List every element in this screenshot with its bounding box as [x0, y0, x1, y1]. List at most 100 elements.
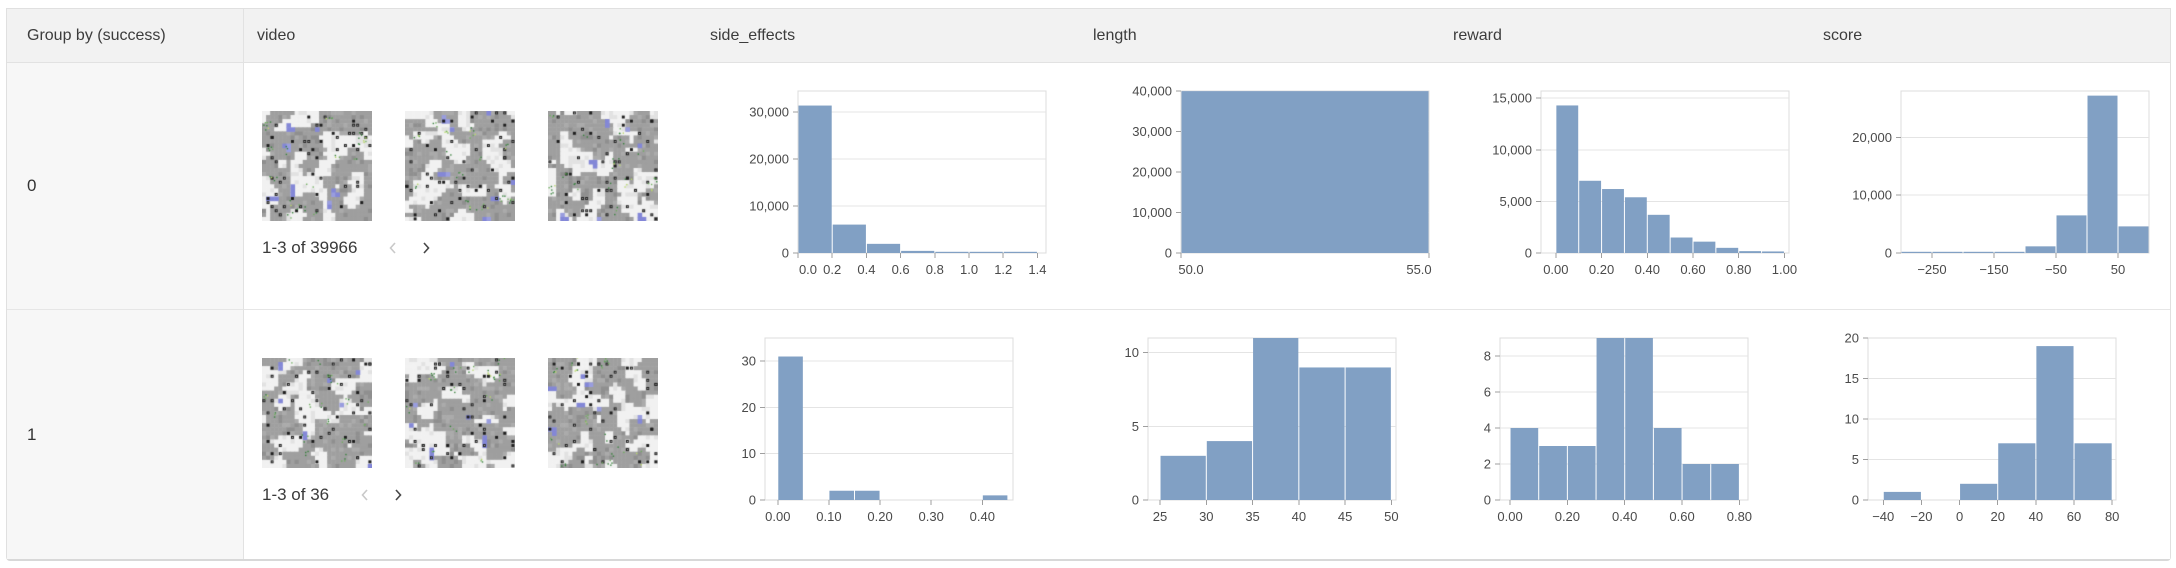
prev-page-button[interactable]: [383, 238, 403, 258]
svg-text:1.00: 1.00: [1772, 262, 1797, 277]
svg-text:0: 0: [1885, 246, 1892, 261]
group-value-cell: 1: [7, 310, 244, 559]
histogram-side-effects: 0 10 20 30 0.00 0.10 0.20 0.30 0.40: [697, 310, 1080, 559]
svg-text:20: 20: [742, 400, 756, 415]
column-header-group-by: Group by (success): [7, 9, 244, 63]
svg-text:1.2: 1.2: [994, 262, 1012, 277]
svg-text:10: 10: [1125, 345, 1139, 360]
svg-text:20,000: 20,000: [749, 152, 789, 167]
next-page-button[interactable]: [416, 238, 436, 258]
chevron-right-icon: [395, 489, 402, 501]
video-cell: 1-3 of 36: [244, 310, 697, 559]
grouped-table-panel: Group by (success) video side_effects le…: [6, 8, 2171, 561]
svg-text:1.0: 1.0: [960, 262, 978, 277]
table-grid: Group by (success) video side_effects le…: [7, 9, 2170, 559]
histogram-score: 0 10,000 20,000 −250 −150 −50 50: [1810, 63, 2170, 310]
svg-text:10,000: 10,000: [1132, 205, 1172, 220]
svg-text:0.40: 0.40: [1635, 262, 1660, 277]
svg-text:0: 0: [1956, 509, 1963, 524]
svg-text:25: 25: [1153, 509, 1167, 524]
svg-text:0.60: 0.60: [1669, 509, 1694, 524]
svg-text:30,000: 30,000: [1132, 124, 1172, 139]
histogram-length: 0 10,000 20,000 30,000 40,000 50.0 55.0: [1080, 63, 1440, 310]
svg-text:0.20: 0.20: [867, 509, 892, 524]
svg-text:0.10: 0.10: [816, 509, 841, 524]
svg-text:0.20: 0.20: [1555, 509, 1580, 524]
svg-text:−250: −250: [1917, 262, 1946, 277]
column-header-length: length: [1080, 9, 1440, 63]
svg-text:15: 15: [1845, 371, 1859, 386]
svg-text:60: 60: [2067, 509, 2081, 524]
svg-text:8: 8: [1484, 349, 1491, 364]
svg-text:0.40: 0.40: [1612, 509, 1637, 524]
prev-page-button[interactable]: [355, 485, 375, 505]
svg-text:5,000: 5,000: [1499, 194, 1532, 209]
histogram-length: 0 5 10 25 30 35 40 45 50: [1080, 310, 1440, 559]
svg-text:35: 35: [1245, 509, 1259, 524]
svg-text:4: 4: [1484, 421, 1491, 436]
svg-text:40: 40: [2029, 509, 2043, 524]
svg-text:0: 0: [1525, 246, 1532, 261]
column-header-score: score: [1810, 9, 2170, 63]
svg-text:0.60: 0.60: [1680, 262, 1705, 277]
chevron-right-icon: [423, 242, 431, 254]
video-thumbnail[interactable]: [405, 358, 515, 468]
histogram-score: 0 5 10 15 20 −40 −20 0 20 40 60 80: [1810, 310, 2170, 559]
video-thumbnail[interactable]: [405, 111, 515, 221]
svg-text:50.0: 50.0: [1178, 262, 1203, 277]
pagination-label: 1-3 of 36: [262, 485, 330, 504]
svg-text:5: 5: [1852, 452, 1859, 467]
video-cell: 1-3 of 39966: [244, 63, 697, 310]
svg-text:0.40: 0.40: [970, 509, 995, 524]
video-thumbnail[interactable]: [548, 358, 658, 468]
svg-text:80: 80: [2105, 509, 2119, 524]
svg-text:10,000: 10,000: [1852, 188, 1892, 203]
svg-text:−20: −20: [1910, 509, 1932, 524]
svg-text:0.8: 0.8: [926, 262, 944, 277]
svg-text:0.00: 0.00: [765, 509, 790, 524]
svg-text:40,000: 40,000: [1132, 84, 1172, 99]
svg-text:1.4: 1.4: [1028, 262, 1046, 277]
histogram-reward: 0 5,000 10,000 15,000 0.00 0.20 0.40 0.60 0.80 1.…: [1440, 63, 1810, 310]
video-thumbnail[interactable]: [262, 111, 372, 221]
svg-text:15,000: 15,000: [1492, 91, 1532, 106]
svg-text:10,000: 10,000: [749, 199, 789, 214]
histogram-reward: 0 2 4 6 8 0.00 0.20 0.40 0.60 0.80: [1440, 310, 1810, 559]
svg-text:55.0: 55.0: [1406, 262, 1431, 277]
svg-text:−40: −40: [1872, 509, 1894, 524]
svg-text:0.20: 0.20: [1589, 262, 1614, 277]
chevron-left-icon: [361, 489, 368, 501]
video-thumbnail[interactable]: [548, 111, 658, 221]
svg-text:10: 10: [742, 446, 756, 461]
svg-text:50: 50: [1384, 509, 1398, 524]
svg-text:−50: −50: [2045, 262, 2067, 277]
svg-text:0: 0: [1484, 493, 1491, 508]
svg-text:10: 10: [1845, 412, 1859, 427]
next-page-button[interactable]: [388, 485, 408, 505]
svg-text:2: 2: [1484, 457, 1491, 472]
svg-text:6: 6: [1484, 385, 1491, 400]
svg-text:10,000: 10,000: [1492, 142, 1532, 157]
svg-text:0.30: 0.30: [919, 509, 944, 524]
svg-text:45: 45: [1338, 509, 1352, 524]
svg-text:40: 40: [1292, 509, 1306, 524]
column-header-side-effects: side_effects: [697, 9, 1080, 63]
svg-text:−150: −150: [1979, 262, 2008, 277]
chevron-left-icon: [389, 242, 397, 254]
svg-text:0.80: 0.80: [1727, 509, 1752, 524]
svg-text:20: 20: [1990, 509, 2004, 524]
svg-text:0.4: 0.4: [857, 262, 875, 277]
svg-text:5: 5: [1132, 419, 1139, 434]
pagination: 1-3 of 36: [262, 484, 697, 506]
svg-text:0: 0: [782, 246, 789, 261]
pagination-label: 1-3 of 39966: [262, 238, 358, 257]
svg-text:0.00: 0.00: [1497, 509, 1522, 524]
histogram-side-effects: 0 10,000 20,000 30,000 0.0 0.2 0.4 0.6 0.8 1.0 1.2…: [697, 63, 1080, 310]
video-thumbnail[interactable]: [262, 358, 372, 468]
svg-text:0.80: 0.80: [1726, 262, 1751, 277]
video-thumbnails: [262, 358, 697, 468]
group-value-cell: 0: [7, 63, 244, 310]
svg-text:0.6: 0.6: [892, 262, 910, 277]
svg-text:20: 20: [1845, 331, 1859, 346]
